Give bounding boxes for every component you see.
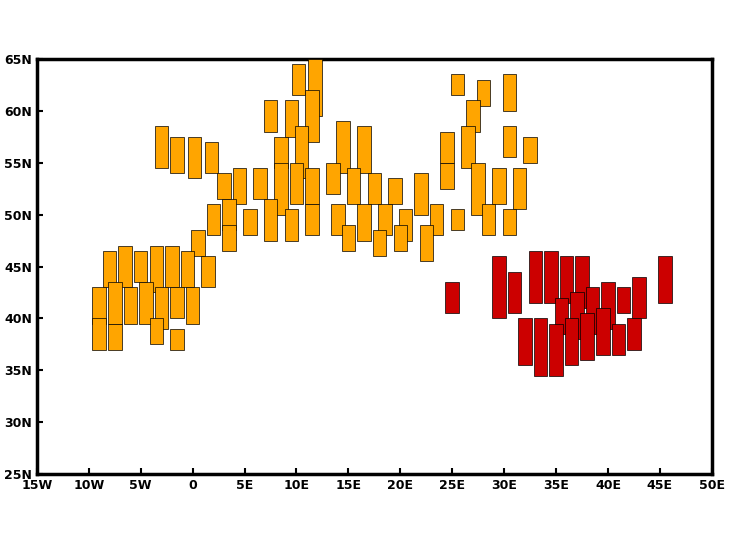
Bar xyxy=(284,100,298,136)
Bar xyxy=(467,100,480,132)
Bar xyxy=(342,225,355,251)
Bar xyxy=(534,318,547,376)
Bar xyxy=(308,59,322,116)
Bar xyxy=(419,225,433,261)
Bar xyxy=(289,163,303,204)
Bar xyxy=(181,251,194,287)
Bar xyxy=(523,136,537,163)
Bar xyxy=(367,173,381,204)
Bar xyxy=(165,246,179,287)
Bar xyxy=(326,163,340,194)
Bar xyxy=(612,324,625,355)
Bar xyxy=(518,318,531,365)
Bar xyxy=(502,209,516,236)
Bar xyxy=(274,163,288,215)
Bar xyxy=(186,287,200,324)
Bar xyxy=(337,121,350,173)
Bar xyxy=(124,287,137,324)
Bar xyxy=(596,308,609,355)
Bar xyxy=(570,293,584,339)
Bar xyxy=(103,251,117,287)
Bar xyxy=(357,126,371,173)
Bar xyxy=(155,287,168,329)
Bar xyxy=(575,256,589,308)
Bar xyxy=(171,287,184,318)
Bar xyxy=(305,204,319,236)
Bar xyxy=(627,318,641,350)
Bar xyxy=(331,204,345,236)
Bar xyxy=(472,163,485,215)
Bar xyxy=(222,225,235,251)
Bar xyxy=(243,209,257,236)
Bar xyxy=(399,209,413,240)
Bar xyxy=(430,204,443,236)
Bar xyxy=(108,282,122,324)
Bar xyxy=(585,287,599,334)
Bar xyxy=(171,136,184,173)
Bar xyxy=(502,126,516,157)
Bar xyxy=(357,204,371,240)
Bar xyxy=(555,297,568,334)
Bar xyxy=(508,272,521,313)
Bar xyxy=(451,209,464,230)
Bar xyxy=(477,79,490,106)
Bar xyxy=(440,132,453,163)
Bar xyxy=(284,209,298,240)
Bar xyxy=(191,230,205,256)
Bar xyxy=(378,204,391,236)
Bar xyxy=(149,246,163,293)
Bar xyxy=(93,287,106,324)
Bar xyxy=(274,136,288,168)
Bar xyxy=(264,100,277,132)
Bar xyxy=(394,225,407,251)
Bar xyxy=(373,230,386,256)
Bar xyxy=(264,199,277,240)
Bar xyxy=(544,251,558,303)
Bar xyxy=(205,142,218,173)
Bar xyxy=(658,256,672,303)
Bar xyxy=(292,64,305,95)
Bar xyxy=(347,168,360,204)
Bar xyxy=(188,136,201,178)
Bar xyxy=(451,75,464,95)
Bar xyxy=(389,178,402,204)
Bar xyxy=(93,318,106,350)
Bar xyxy=(171,329,184,350)
Bar xyxy=(295,126,308,178)
Bar xyxy=(254,168,267,199)
Bar xyxy=(632,277,646,318)
Bar xyxy=(201,256,215,287)
Bar xyxy=(305,168,319,204)
Bar xyxy=(492,256,506,318)
Bar xyxy=(601,282,615,329)
Bar xyxy=(414,173,428,215)
Bar xyxy=(461,126,475,168)
Bar xyxy=(492,168,506,204)
Bar xyxy=(217,173,230,199)
Bar xyxy=(550,324,563,376)
Bar xyxy=(139,282,152,324)
Bar xyxy=(560,256,573,303)
Bar xyxy=(440,163,453,189)
Bar xyxy=(222,199,235,230)
Bar xyxy=(305,90,319,142)
Bar xyxy=(134,251,147,282)
Bar xyxy=(565,318,578,365)
Bar xyxy=(482,204,495,236)
Bar xyxy=(513,168,526,209)
Bar xyxy=(118,246,132,287)
Bar xyxy=(233,168,246,204)
Bar xyxy=(445,282,459,313)
Bar xyxy=(108,324,122,350)
Bar xyxy=(155,126,168,168)
Bar xyxy=(207,204,220,236)
Bar xyxy=(617,287,631,313)
Bar xyxy=(580,313,594,360)
Bar xyxy=(149,318,163,344)
Bar xyxy=(529,251,542,303)
Bar xyxy=(502,75,516,111)
